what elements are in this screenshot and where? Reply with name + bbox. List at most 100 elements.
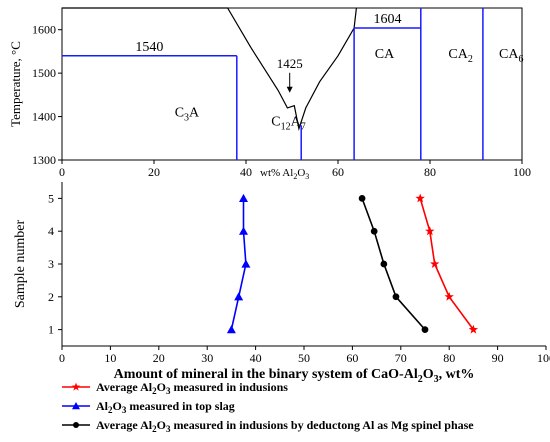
phase-label: CA6 — [499, 47, 523, 65]
data-point — [234, 292, 244, 301]
data-point — [72, 402, 80, 410]
phase-label: C12A7 — [271, 114, 305, 132]
phase-label: CA2 — [448, 47, 472, 65]
legend-sub2: 3 — [122, 405, 127, 415]
y-tick-label: 1500 — [32, 66, 56, 80]
x-tick-label: 50 — [298, 351, 310, 365]
y-tick-label: 1300 — [32, 153, 56, 167]
phase-label-sub: 3 — [184, 113, 189, 124]
x-tick-label: 80 — [424, 165, 436, 179]
eutectic-arrowhead — [286, 86, 293, 93]
legend-item: Average Al2O3 measured in indusions — [62, 380, 288, 396]
legend-mid: O — [157, 380, 166, 394]
series-line — [419, 198, 475, 331]
x-tick-label: 0 — [59, 351, 65, 365]
legend-sub: 2 — [152, 386, 157, 396]
liquidus-curve — [62, 7, 357, 132]
x-label-mid: O — [297, 167, 305, 179]
legend-mid: O — [157, 418, 166, 432]
x-tick-label: 0 — [59, 165, 65, 179]
phase-label: CA — [375, 47, 395, 62]
y-tick-label: 5 — [48, 191, 54, 205]
data-point — [239, 226, 248, 235]
series-1 — [415, 193, 479, 334]
legend-item: Average Al2O3 measured in indusions by d… — [62, 418, 474, 434]
plot-frame — [61, 7, 523, 161]
x-label-sub: 2 — [293, 172, 297, 181]
x-tick-label: 40 — [250, 351, 262, 365]
y-axis-label: Temperature, °C — [8, 41, 23, 127]
sample-chart-panel: 010203040506070809010012345Sample number… — [13, 182, 550, 385]
legend-tail: measured in top slag — [126, 399, 234, 413]
x-label-mid: O — [423, 367, 434, 382]
phase-diagram-panel: 0 20 40 60 80 100 1300 1400 1500 1600 Temperature,… — [8, 7, 531, 181]
legend-sub: 2 — [108, 405, 113, 415]
x-tick-label: 40 — [240, 165, 252, 179]
x-tick-label: 70 — [395, 351, 407, 365]
data-point — [239, 193, 248, 202]
y-tick-label: 1600 — [32, 23, 56, 37]
y-tick-label: 3 — [48, 257, 54, 271]
legend-label: Average Al2O3 measured in indusions — [96, 380, 288, 396]
data-point — [370, 227, 378, 235]
eutectic-label: 1425 — [277, 56, 303, 71]
data-point — [73, 422, 79, 428]
legend-tail: measured in indusions by deductong Al as… — [170, 418, 474, 432]
series-3 — [358, 195, 429, 333]
y-tick-label: 1400 — [32, 110, 56, 124]
phase-label-main2: A — [189, 106, 200, 121]
y-tick-label: 2 — [48, 290, 54, 304]
data-point — [226, 325, 236, 334]
phase-label-sub2: 7 — [301, 121, 306, 132]
isotherm-label: 1604 — [373, 12, 401, 27]
data-point — [392, 293, 400, 301]
data-point — [425, 226, 435, 236]
legend-item: Al2O3 measured in top slag — [62, 399, 235, 415]
phase-label: C3A — [175, 106, 200, 124]
x-label-sub2: 3 — [434, 374, 439, 385]
legend-mid: O — [113, 399, 122, 413]
legend-sub2: 3 — [166, 424, 171, 434]
x-tick-label: 90 — [492, 351, 504, 365]
series-line — [361, 198, 426, 331]
phase-label-sub: 12 — [281, 121, 291, 132]
x-tick-label: 20 — [148, 165, 160, 179]
data-point — [468, 324, 479, 334]
data-point — [430, 259, 440, 268]
data-point — [444, 291, 454, 301]
phase-label-sub: 2 — [468, 54, 473, 65]
data-point — [415, 193, 425, 203]
x-tick-label: 80 — [443, 351, 455, 365]
data-point — [380, 260, 388, 268]
x-axis-label: Amount of mineral in the binary system o… — [114, 367, 475, 385]
legend: Average Al2O3 measured in indusions Al2O3… — [62, 380, 474, 434]
x-axis-label: wt% Al2O3 — [260, 167, 309, 181]
x-tick-label: 100 — [513, 165, 531, 179]
data-point — [71, 382, 81, 391]
y-tick-label: 4 — [48, 224, 54, 238]
x-label-tail: , wt% — [439, 367, 475, 382]
data-point — [421, 326, 429, 333]
legend-sub2: 3 — [166, 386, 171, 396]
legend-label: Average Al2O3 measured in indusions by d… — [96, 418, 474, 434]
phase-label-sub: 6 — [518, 54, 523, 65]
x-tick-label: 30 — [201, 351, 213, 365]
x-tick-label: 20 — [153, 351, 165, 365]
x-tick-label: 100 — [537, 351, 550, 365]
data-point — [241, 259, 251, 268]
x-tick-label: 60 — [346, 351, 358, 365]
x-tick-label: 10 — [104, 351, 116, 365]
x-label-sub2: 3 — [305, 172, 309, 181]
y-axis-label: Sample number — [13, 220, 28, 309]
data-point — [358, 195, 366, 202]
series-2 — [226, 193, 251, 334]
legend-sub: 2 — [152, 424, 157, 434]
x-tick-label: 60 — [332, 165, 344, 179]
x-label-sub: 2 — [418, 374, 423, 385]
legend-tail: measured in indusions — [170, 380, 288, 394]
y-tick-label: 1 — [48, 323, 54, 337]
legend-label: Al2O3 measured in top slag — [96, 399, 235, 415]
isotherm-label: 1540 — [135, 40, 163, 55]
phase-label-main2: A — [291, 114, 302, 129]
